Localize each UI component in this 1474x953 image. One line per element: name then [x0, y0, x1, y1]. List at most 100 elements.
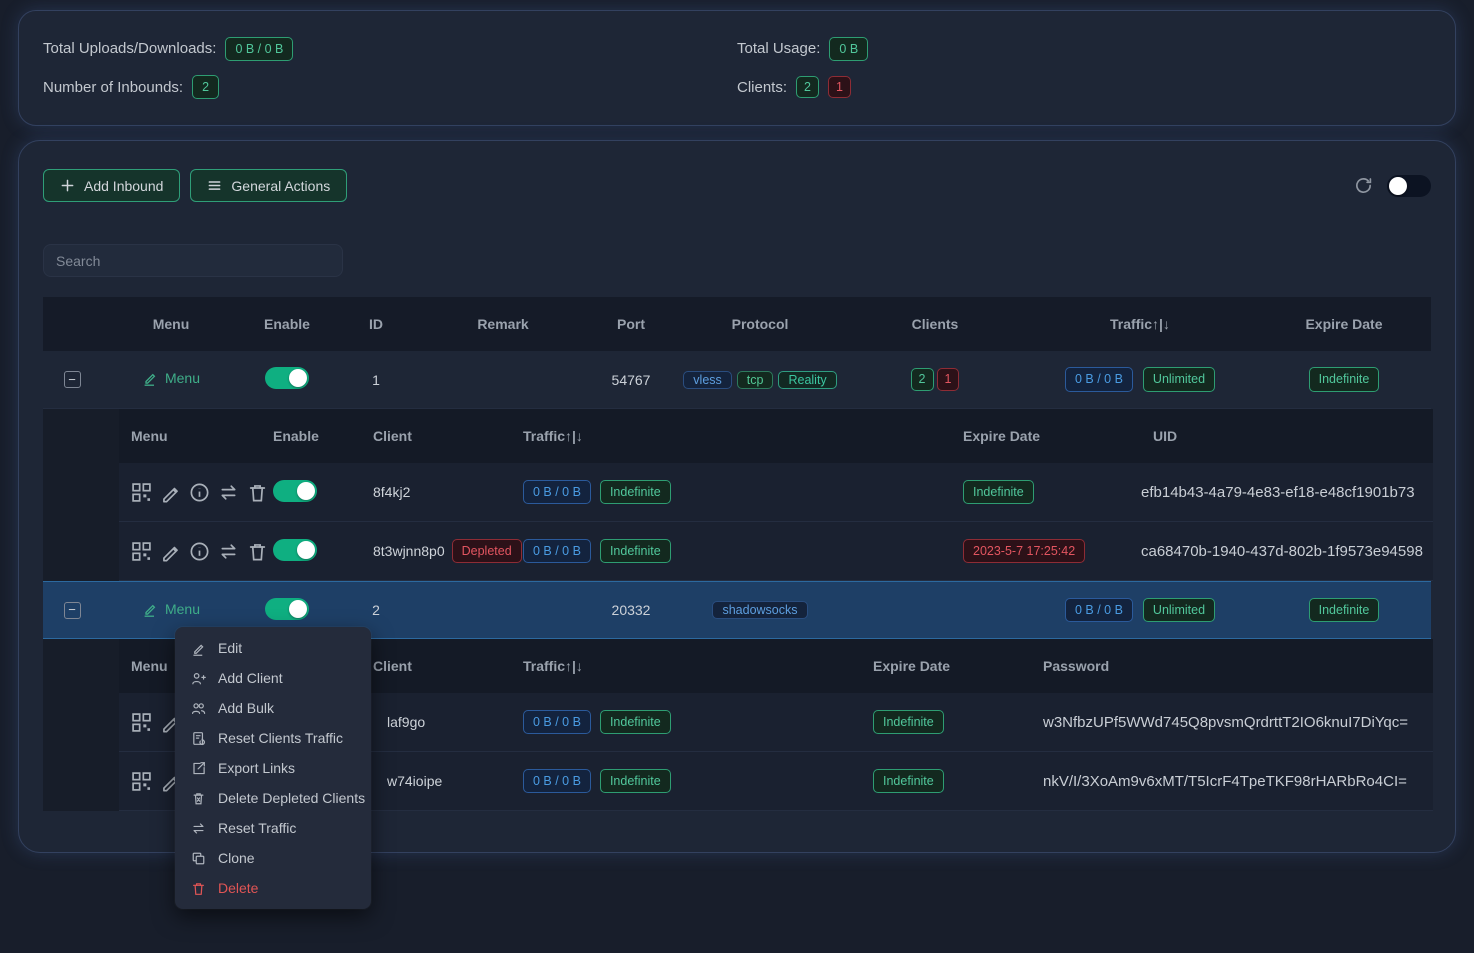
qrcode-icon[interactable]: [131, 482, 152, 503]
client-enable-toggle[interactable]: [273, 479, 317, 502]
row-menu-button[interactable]: Menu: [142, 370, 200, 386]
add-inbound-button[interactable]: Add Inbound: [43, 169, 181, 202]
stat-clients: Clients: 2 1: [737, 75, 1431, 99]
edit-pencil-icon: [142, 370, 158, 386]
client-password: nkV/I/3XoAm9v6xMT/T5IcrF4TpeTKF98rHARbRo…: [1043, 772, 1407, 790]
col-client: Client: [373, 658, 412, 674]
col-expire-date: Expire Date: [963, 428, 1041, 444]
menu-item-delete[interactable]: Delete: [175, 873, 371, 903]
stats-panel: Total Uploads/Downloads: 0 B / 0 B Total…: [18, 10, 1456, 126]
qrcode-icon[interactable]: [131, 541, 152, 562]
stat-label: Clients:: [737, 78, 788, 96]
qrcode-icon[interactable]: [131, 771, 152, 792]
traffic-total-badge: Unlimited: [1142, 597, 1216, 623]
expire-badge: Indefinite: [1308, 597, 1380, 623]
col-traffic-sort[interactable]: Traffic↑|↓: [523, 658, 583, 674]
clients-count: 2 1: [845, 368, 1025, 391]
file-refresh-icon: [191, 731, 206, 746]
protocol-tag: shadowsocks: [712, 601, 808, 619]
col-protocol: Protocol: [731, 316, 789, 332]
menu-item-add-bulk[interactable]: Add Bulk: [175, 693, 371, 723]
col-id: ID: [369, 316, 383, 332]
reset-traffic-icon[interactable]: [218, 482, 239, 503]
user-plus-icon: [191, 671, 206, 686]
inbound-row-1: − Menu 1 54767 vless tcp Reality 2 1 0 B…: [43, 351, 1431, 409]
traffic-total-badge: Indefinite: [599, 479, 671, 505]
search-input[interactable]: [43, 244, 343, 277]
col-clients: Clients: [911, 316, 959, 332]
transport-tag: tcp: [736, 370, 774, 389]
traffic-total-badge: Unlimited: [1142, 367, 1216, 392]
row-menu-button[interactable]: Menu: [142, 601, 200, 617]
stat-label: Total Uploads/Downloads:: [43, 40, 217, 58]
inbounds-table: Menu Enable ID Remark Port Protocol Clie…: [43, 297, 1433, 833]
collapse-row-button[interactable]: −: [63, 371, 81, 389]
client-enable-toggle[interactable]: [273, 538, 317, 561]
stat-label: Number of Inbounds:: [43, 78, 184, 96]
inbound-id: 1: [372, 371, 380, 388]
menu-item-reset-traffic[interactable]: Reset Traffic: [175, 813, 371, 843]
info-icon[interactable]: [189, 482, 210, 503]
menu-item-export-links[interactable]: Export Links: [175, 753, 371, 783]
auto-refresh-toggle[interactable]: [1387, 174, 1431, 197]
export-icon: [191, 761, 206, 776]
gutter: [43, 639, 119, 811]
client-name: laf9go: [387, 714, 426, 730]
clients-depleted-badge: 1: [827, 76, 851, 99]
menu-item-clone[interactable]: Clone: [175, 843, 371, 873]
security-tag: Reality: [778, 370, 837, 389]
traffic-badge: 0 B / 0 B: [1064, 367, 1133, 392]
edit-pencil-icon[interactable]: [160, 482, 181, 503]
stat-total-usage: Total Usage: 0 B: [737, 36, 1431, 61]
inbound-port: 20332: [611, 602, 651, 618]
protocol-tags: vless tcp Reality: [675, 370, 845, 389]
expire-badge: Indefinite: [963, 479, 1034, 505]
add-inbound-label: Add Inbound: [84, 177, 164, 194]
menu-item-delete-depleted-clients[interactable]: Delete Depleted Clients: [175, 783, 371, 813]
enable-toggle[interactable]: [265, 597, 309, 620]
stat-value-badge: 2: [192, 75, 220, 100]
traffic-badge: 0 B / 0 B: [523, 709, 591, 735]
expire-badge: Indefinite: [873, 768, 944, 794]
client-name: 8t3wjnn8p0: [373, 543, 445, 559]
col-enable: Enable: [264, 316, 310, 332]
depleted-badge: Depleted: [451, 538, 522, 564]
col-traffic-sort[interactable]: Traffic↑|↓: [523, 428, 583, 444]
col-enable: Enable: [273, 428, 319, 444]
reset-traffic-icon[interactable]: [218, 541, 239, 562]
client-row: 8f4kj2 0 B / 0 B Indefinite Indefinite e…: [119, 463, 1433, 522]
col-traffic-sort[interactable]: Traffic↑|↓: [1110, 316, 1170, 332]
edit-pencil-icon: [142, 601, 158, 617]
clients-active-badge: 2: [910, 368, 934, 391]
traffic-badge: 0 B / 0 B: [523, 538, 591, 564]
expire-badge: 2023-5-7 17:25:42: [963, 538, 1086, 564]
menu-item-reset-clients-traffic[interactable]: Reset Clients Traffic: [175, 723, 371, 753]
general-actions-button[interactable]: General Actions: [190, 169, 348, 202]
client-name: w74ioipe: [387, 773, 443, 789]
inbound-1-clients: Menu Enable Client Traffic↑|↓ Expire Dat…: [43, 409, 1433, 581]
trash-x-icon: [191, 791, 206, 806]
refresh-icon[interactable]: [1354, 176, 1373, 195]
traffic-badge: 0 B / 0 B: [1064, 597, 1133, 623]
protocol-tag: vless: [683, 370, 732, 389]
client-uid: ca68470b-1940-437d-802b-1f9573e94598: [1141, 542, 1423, 560]
inbound-port: 54767: [611, 371, 651, 388]
info-icon[interactable]: [189, 541, 210, 562]
client-password: w3NfbzUPf5WWd745Q8pvsmQrdrttT2IO6knuI7Di…: [1043, 713, 1409, 731]
menu-item-edit[interactable]: Edit: [175, 633, 371, 663]
col-client: Client: [373, 428, 412, 444]
client-uid: efb14b43-4a79-4e83-ef18-e48cf1901b73: [1141, 483, 1415, 501]
row-menu-label: Menu: [164, 370, 201, 386]
trash-icon: [191, 881, 206, 896]
col-uid: UID: [1153, 428, 1178, 444]
collapse-row-button[interactable]: −: [63, 601, 81, 619]
edit-pencil-icon[interactable]: [160, 541, 181, 562]
menu-item-add-client[interactable]: Add Client: [175, 663, 371, 693]
traffic-cell: 0 B / 0 B Unlimited: [1025, 597, 1255, 623]
copy-icon: [191, 851, 206, 866]
qrcode-icon[interactable]: [131, 712, 152, 733]
stat-value-badge: 0 B: [829, 36, 869, 61]
client-table-header: Menu Enable Client Traffic↑|↓ Expire Dat…: [119, 409, 1433, 463]
traffic-total-badge: Indefinite: [599, 709, 671, 735]
enable-toggle[interactable]: [265, 367, 309, 389]
